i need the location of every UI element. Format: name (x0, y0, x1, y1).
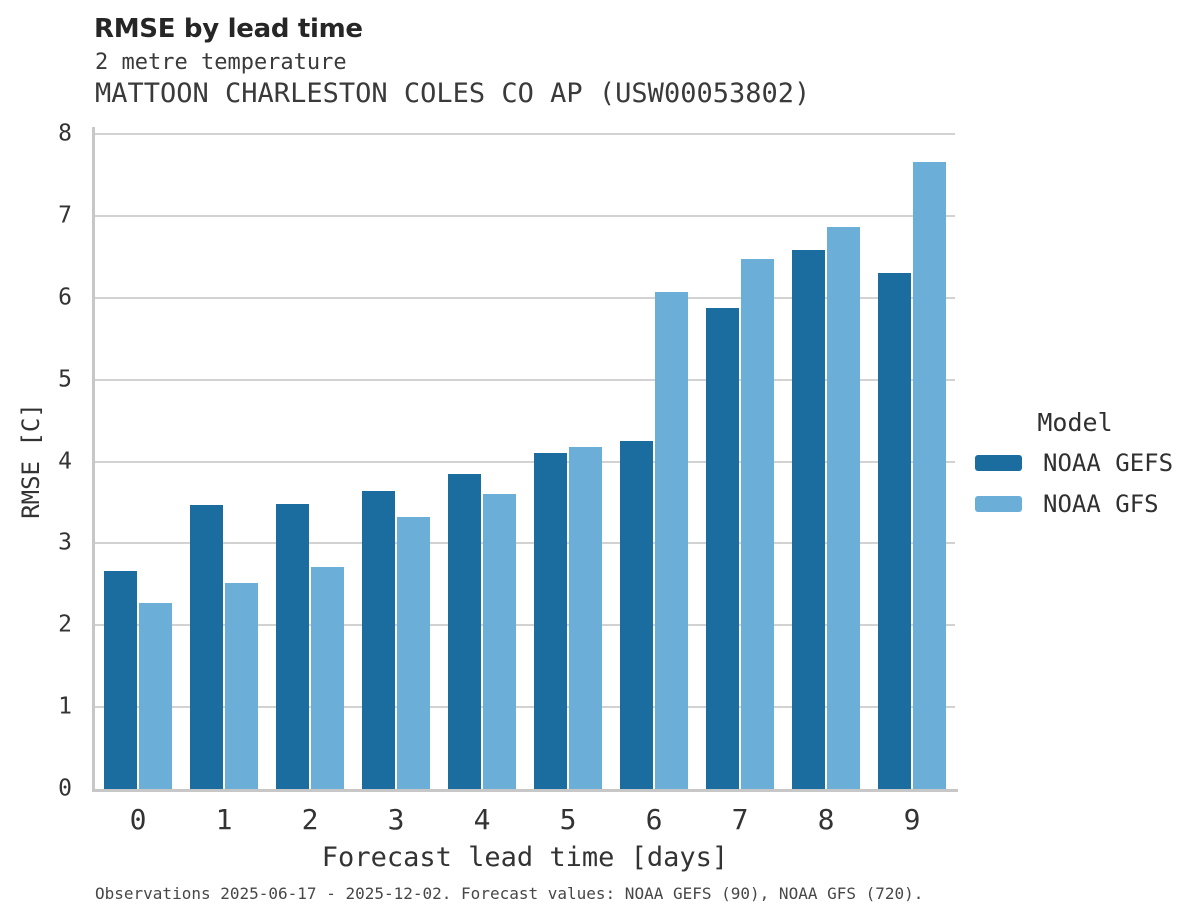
x-tick-4: 4 (473, 803, 491, 836)
y-tick-1: 1 (58, 693, 72, 720)
bar-noaa-gfs-day7 (741, 259, 774, 789)
x-tick-7: 7 (731, 803, 749, 836)
gridline-y6 (95, 296, 955, 299)
x-tick-3: 3 (387, 803, 405, 836)
x-tick-2: 2 (301, 803, 319, 836)
x-axis-label: Forecast lead time [days] (321, 842, 729, 873)
y-tick-7: 7 (58, 202, 72, 229)
bar-noaa-gefs-day3 (362, 490, 395, 789)
gridline-y1 (95, 706, 955, 709)
bar-noaa-gfs-day0 (139, 603, 172, 789)
bar-noaa-gefs-day7 (706, 308, 739, 789)
bar-noaa-gefs-day2 (276, 504, 309, 789)
bar-noaa-gefs-day0 (104, 571, 137, 789)
legend-title: Model (1037, 408, 1113, 437)
x-tick-6: 6 (645, 803, 663, 836)
bar-noaa-gfs-day1 (225, 582, 258, 789)
chart-title: RMSE by lead time (94, 14, 363, 44)
x-tick-9: 9 (903, 803, 921, 836)
legend-swatch-noaa-gfs (975, 496, 1022, 512)
bar-noaa-gefs-day6 (620, 441, 653, 789)
gridline-y3 (95, 542, 955, 545)
y-tick-6: 6 (58, 284, 72, 311)
bar-noaa-gfs-day3 (397, 517, 430, 789)
gridline-y2 (95, 624, 955, 627)
y-tick-4: 4 (58, 448, 72, 474)
bar-noaa-gfs-day9 (913, 161, 946, 789)
bar-noaa-gefs-day4 (448, 473, 481, 789)
y-tick-0: 0 (58, 775, 72, 802)
bar-noaa-gfs-day2 (311, 567, 344, 789)
bar-noaa-gfs-day8 (827, 226, 860, 789)
gridline-y8 (95, 133, 955, 135)
x-tick-0: 0 (129, 803, 147, 836)
legend-label-noaa-gefs: NOAA GEFS (1043, 449, 1174, 477)
x-tick-5: 5 (559, 803, 577, 836)
x-tick-1: 1 (215, 803, 233, 836)
y-tick-8: 8 (58, 120, 72, 147)
x-tick-8: 8 (817, 803, 835, 836)
bar-noaa-gfs-day5 (569, 446, 602, 789)
x-axis-spine (92, 789, 958, 792)
legend-label-noaa-gfs: NOAA GFS (1043, 490, 1159, 518)
legend-item-noaa-gefs: NOAA GEFS (975, 449, 1185, 477)
bar-noaa-gefs-day5 (534, 452, 567, 789)
bar-noaa-gfs-day6 (655, 292, 688, 789)
y-tick-2: 2 (58, 611, 72, 638)
y-tick-5: 5 (58, 366, 72, 393)
footer-note: Observations 2025-06-17 - 2025-12-02. Fo… (95, 884, 924, 903)
gridline-y4 (95, 460, 955, 463)
legend-item-noaa-gfs: NOAA GFS (975, 490, 1185, 518)
legend-swatch-noaa-gefs (975, 455, 1022, 471)
gridline-y7 (95, 214, 955, 217)
bar-noaa-gefs-day9 (878, 273, 911, 789)
chart-station-name: MATTOON CHARLESTON COLES CO AP (USW00053… (95, 78, 811, 109)
bar-noaa-gfs-day4 (483, 494, 516, 789)
bar-noaa-gefs-day8 (792, 250, 825, 789)
chart-subtitle: 2 metre temperature (95, 50, 347, 75)
plot-area (92, 127, 958, 792)
y-axis-spine (92, 127, 95, 792)
bar-noaa-gefs-day1 (190, 504, 223, 789)
gridline-y5 (95, 378, 955, 381)
legend: Model NOAA GEFS NOAA GFS (975, 408, 1185, 531)
y-tick-3: 3 (58, 529, 72, 556)
